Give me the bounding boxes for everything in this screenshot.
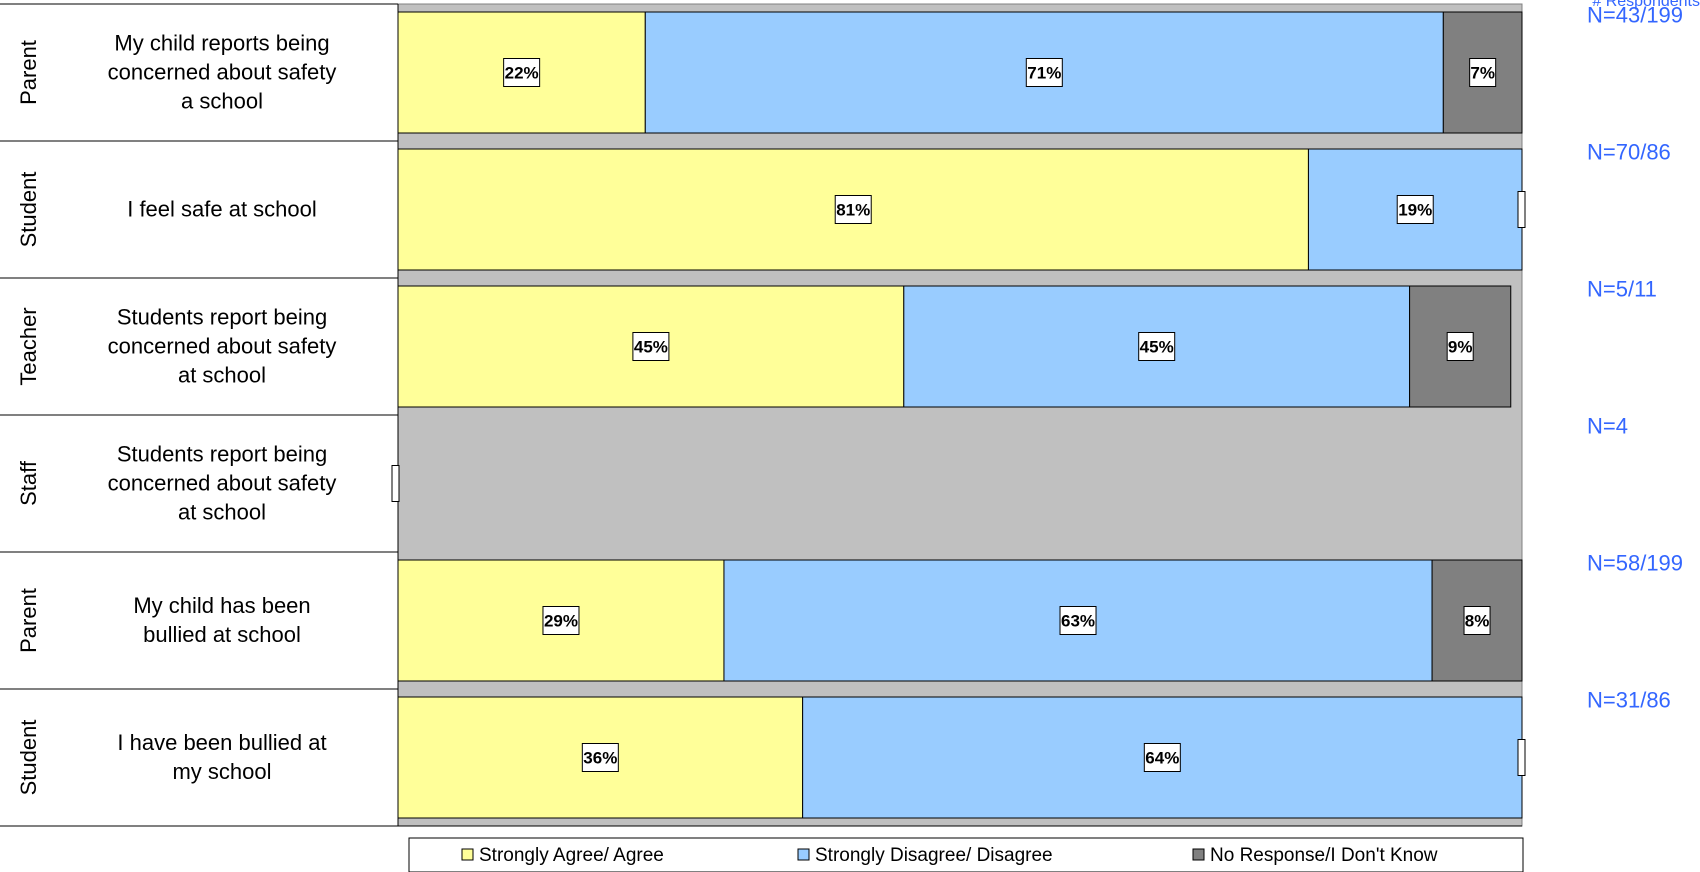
- legend-box: [408, 837, 1524, 872]
- data-label-box: [1469, 58, 1497, 87]
- zero-marker: [1517, 191, 1526, 228]
- data-label-box: [1143, 743, 1181, 772]
- data-label: 63%: [1061, 612, 1095, 631]
- data-label-box: [1059, 606, 1097, 635]
- data-label: 7%: [1470, 64, 1495, 83]
- legend-swatch-agree: [461, 848, 474, 861]
- data-label-box: [1396, 195, 1434, 224]
- n-label: N=43/199: [1587, 3, 1683, 28]
- data-label: 9%: [1448, 338, 1473, 357]
- question-label: Students report being concerned about saf…: [108, 442, 337, 525]
- n-label: N=58/199: [1587, 551, 1683, 576]
- data-label-box: [834, 195, 872, 224]
- n-label: N=5/11: [1587, 277, 1657, 302]
- question-label: I have been bullied at my school: [117, 730, 326, 784]
- data-label-box: [542, 606, 580, 635]
- data-label: 36%: [583, 749, 617, 768]
- group-label: Staff: [16, 460, 41, 506]
- question-label: My child reports being concerned about sa…: [108, 31, 337, 114]
- data-label-box: [632, 332, 670, 361]
- group-label: Parent: [16, 588, 41, 653]
- data-label-box: [1138, 332, 1176, 361]
- n-label: N=31/86: [1587, 688, 1671, 713]
- n-label: N=70/86: [1587, 140, 1671, 165]
- legend-label: No Response/I Don't Know: [1210, 845, 1438, 866]
- data-label: 81%: [836, 201, 870, 220]
- zero-marker: [391, 465, 400, 502]
- legend-label: Strongly Agree/ Agree: [479, 845, 664, 866]
- group-label: Student: [16, 172, 41, 248]
- legend-swatch-disagree: [797, 848, 810, 861]
- data-label-box: [1446, 332, 1474, 361]
- data-label: 29%: [544, 612, 578, 631]
- bar-disagree: [1307, 148, 1523, 271]
- group-label: Teacher: [16, 307, 41, 385]
- data-label: 71%: [1027, 64, 1061, 83]
- data-label: 22%: [505, 64, 539, 83]
- data-label: 64%: [1145, 749, 1179, 768]
- zero-marker: [1517, 739, 1526, 776]
- data-label-box: [581, 743, 619, 772]
- group-label: Parent: [16, 40, 41, 105]
- n-column-header: # Respondents: [1592, 0, 1700, 10]
- question-label: My child has been bullied at school: [133, 593, 310, 647]
- data-label: 19%: [1398, 201, 1432, 220]
- data-label: 8%: [1465, 612, 1490, 631]
- data-label-box: [503, 58, 541, 87]
- n-label: N=4: [1587, 414, 1628, 439]
- data-label: 45%: [1140, 338, 1174, 357]
- data-label-box: [1463, 606, 1491, 635]
- data-label: 45%: [634, 338, 668, 357]
- data-label-box: [1025, 58, 1063, 87]
- legend-swatch-no-response: [1192, 848, 1205, 861]
- plot-area: [397, 3, 1523, 827]
- question-label: I feel safe at school: [127, 197, 317, 222]
- legend-label: Strongly Disagree/ Disagree: [815, 845, 1053, 866]
- question-label: Students report being concerned about saf…: [108, 305, 337, 388]
- group-label: Student: [16, 720, 41, 796]
